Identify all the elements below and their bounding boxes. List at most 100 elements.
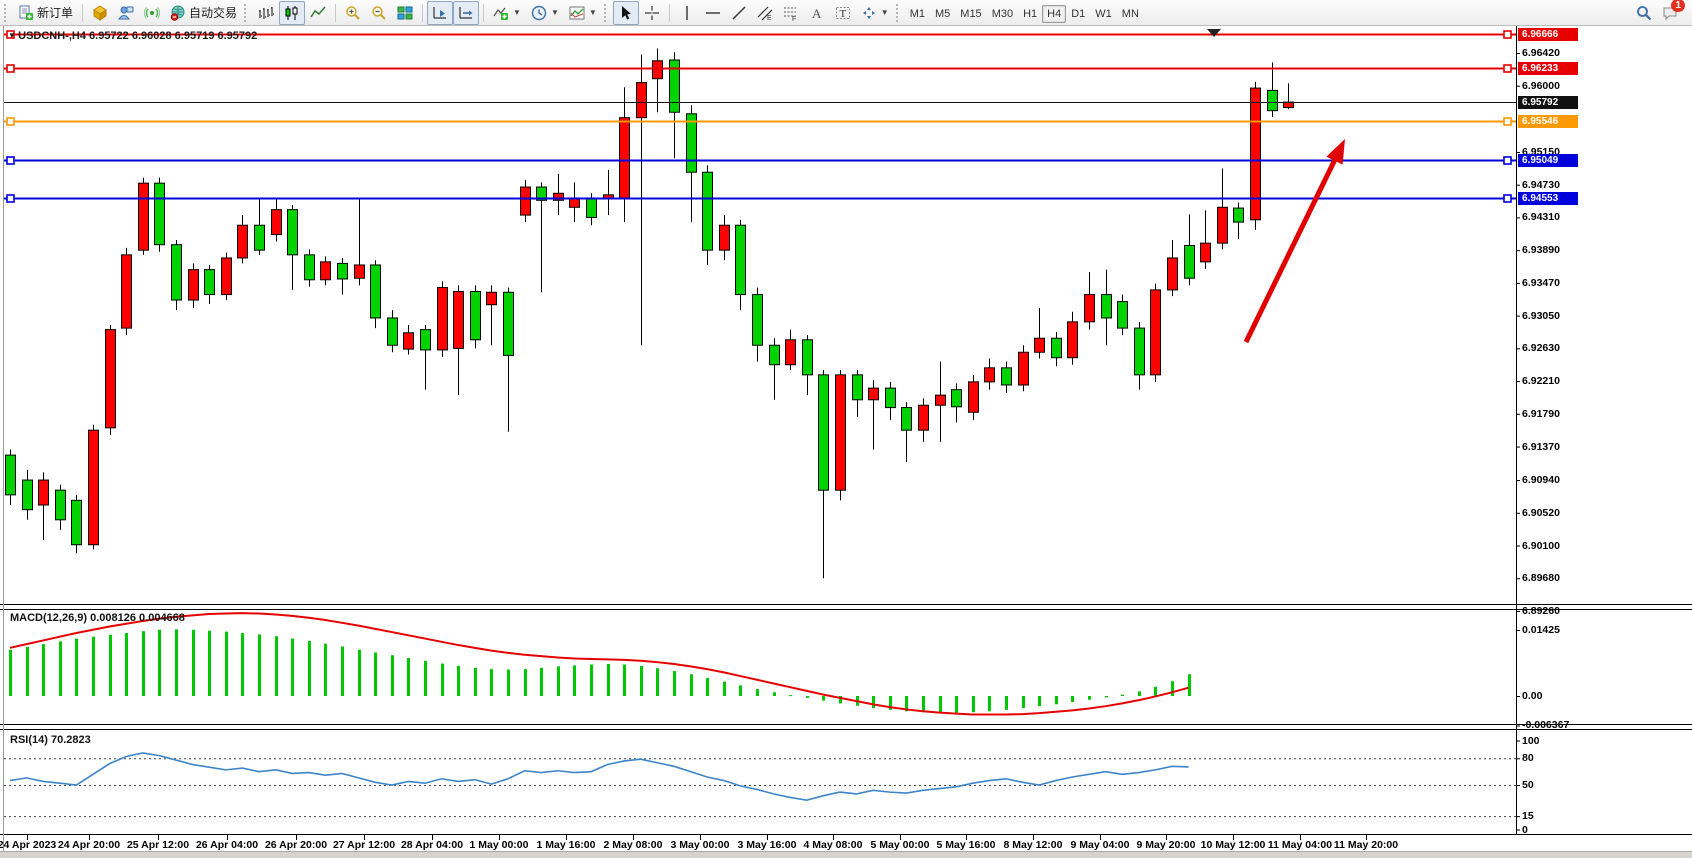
macd-histogram-bar: [490, 669, 493, 696]
rsi-label: RSI(14) 70.2823: [10, 734, 91, 746]
macd-signal-line: [9, 612, 1189, 716]
indicators-button[interactable]: ▼: [488, 1, 526, 25]
toolbar-separator: [82, 3, 84, 22]
candlestick: [1051, 337, 1062, 359]
periods-button[interactable]: ▼: [526, 1, 564, 25]
new-order-button[interactable]: 新订单: [13, 1, 78, 25]
signal-button[interactable]: [139, 1, 165, 25]
auto-scroll-icon: [433, 6, 447, 19]
macd-histogram-bar: [640, 665, 643, 696]
price-tag-6.96233: 6.96233: [1518, 62, 1578, 75]
macd-histogram-bar: [789, 695, 792, 697]
signal-icon: [144, 6, 161, 19]
chart-shift-button[interactable]: [453, 0, 480, 25]
chart-collapse-icon[interactable]: ▼: [8, 31, 19, 40]
line-handle[interactable]: [6, 64, 15, 73]
tile-windows-button[interactable]: [392, 1, 418, 25]
timeframe-button-m30[interactable]: M30: [991, 7, 1014, 20]
candlestick: [154, 182, 165, 246]
chart-shift-marker-icon[interactable]: [1207, 29, 1221, 37]
line-handle[interactable]: [6, 156, 15, 165]
toolbar-gripper[interactable]: [895, 3, 903, 22]
toolbar-separator: [335, 3, 337, 22]
candlestick: [951, 389, 962, 408]
price-axis-label: 6.93890: [1522, 244, 1560, 257]
vertical-line-tool-button[interactable]: [674, 1, 700, 25]
line-handle[interactable]: [6, 117, 15, 126]
bar-chart-mode-button[interactable]: [253, 1, 279, 25]
candlestick: [785, 339, 796, 366]
candlestick: [204, 269, 215, 296]
timeframe-button-m15[interactable]: M15: [960, 7, 982, 20]
time-axis-label: 10 May 12:00: [1200, 839, 1266, 851]
macd-histogram-bar: [225, 631, 228, 696]
clock-icon: [531, 5, 547, 20]
fibonacci-tool-button[interactable]: F: [778, 1, 804, 25]
time-axis-label: 11 May 20:00: [1333, 839, 1399, 851]
timeframe-switcher: M1 M5 M15 M30 H1 H4 D1 W1 MN: [905, 4, 1144, 23]
toolbar-gripper[interactable]: [603, 3, 611, 22]
time-axis-label: 1 May 00:00: [469, 839, 529, 851]
time-axis-label: 9 May 04:00: [1070, 839, 1130, 851]
search-icon[interactable]: [1636, 5, 1652, 21]
line-handle[interactable]: [1503, 194, 1512, 203]
line-handle[interactable]: [1503, 117, 1512, 126]
window-bottom-edge: [0, 851, 1692, 858]
zoom-in-button[interactable]: [340, 1, 366, 25]
toolbar-gripper[interactable]: [244, 3, 251, 22]
line-handle[interactable]: [6, 194, 15, 203]
line-handle[interactable]: [1503, 30, 1512, 39]
macd-histogram-bar: [441, 663, 444, 696]
timeframe-button-w1[interactable]: W1: [1095, 7, 1112, 20]
horizontal-line-tool-button[interactable]: [700, 1, 726, 25]
notifications-button[interactable]: 1: [1662, 0, 1685, 21]
candlestick: [470, 290, 481, 341]
zoom-out-button[interactable]: [366, 1, 392, 25]
text-tool-button[interactable]: A: [804, 1, 830, 25]
candlestick: [586, 197, 597, 218]
timeframe-button-d1[interactable]: D1: [1071, 7, 1086, 20]
timeframe-button-h1[interactable]: H1: [1023, 7, 1038, 20]
candlestick: [652, 60, 663, 80]
candlestick-mode-button[interactable]: [279, 0, 306, 25]
arrows-tool-button[interactable]: ▼: [856, 1, 894, 25]
templates-button[interactable]: ▼: [564, 1, 602, 25]
candlestick: [1233, 207, 1244, 223]
crosshair-tool-button[interactable]: [639, 1, 665, 25]
line-handle[interactable]: [6, 30, 15, 39]
auto-scroll-button[interactable]: [427, 0, 454, 25]
candlestick: [105, 329, 116, 429]
line-handle[interactable]: [1503, 64, 1512, 73]
timeframe-button-h4[interactable]: H4: [1042, 4, 1067, 23]
timeframe-button-m5[interactable]: M5: [935, 7, 951, 20]
toolbar-gripper[interactable]: [4, 3, 11, 22]
trend-arrow-line[interactable]: [1243, 159, 1337, 344]
timeframe-button-mn[interactable]: MN: [1121, 7, 1139, 20]
macd-histogram-bar: [590, 664, 593, 696]
market-watch-button[interactable]: [87, 1, 113, 25]
trendline-tool-button[interactable]: [726, 1, 752, 25]
dropdown-caret-icon: ▼: [588, 8, 597, 17]
text-label-tool-button[interactable]: T: [830, 1, 856, 25]
navigator-button[interactable]: [113, 1, 139, 25]
macd-histogram-bar: [26, 646, 29, 696]
price-axis-label: 6.94310: [1522, 211, 1560, 224]
zoom-in-icon: [346, 5, 360, 20]
line-handle[interactable]: [1503, 156, 1512, 165]
rsi-axis-label: 100: [1522, 734, 1540, 747]
trend-arrow-head[interactable]: [1326, 139, 1345, 165]
macd-histogram-bar: [540, 667, 543, 696]
cursor-tool-button[interactable]: [612, 0, 639, 25]
macd-label: MACD(12,26,9) 0.008126 0.004668: [10, 612, 185, 624]
macd-histogram-bar: [706, 677, 709, 696]
line-chart-mode-button[interactable]: [305, 1, 331, 25]
timeframe-button-m1[interactable]: M1: [909, 7, 925, 20]
candlestick: [1167, 257, 1178, 291]
channel-tool-button[interactable]: E: [752, 1, 778, 25]
candlestick: [1217, 206, 1228, 244]
macd-histogram-bar: [358, 649, 361, 696]
auto-trading-button[interactable]: 自动交易: [165, 1, 242, 25]
text-label-icon: T: [835, 6, 850, 20]
macd-histogram-bar: [42, 644, 45, 696]
